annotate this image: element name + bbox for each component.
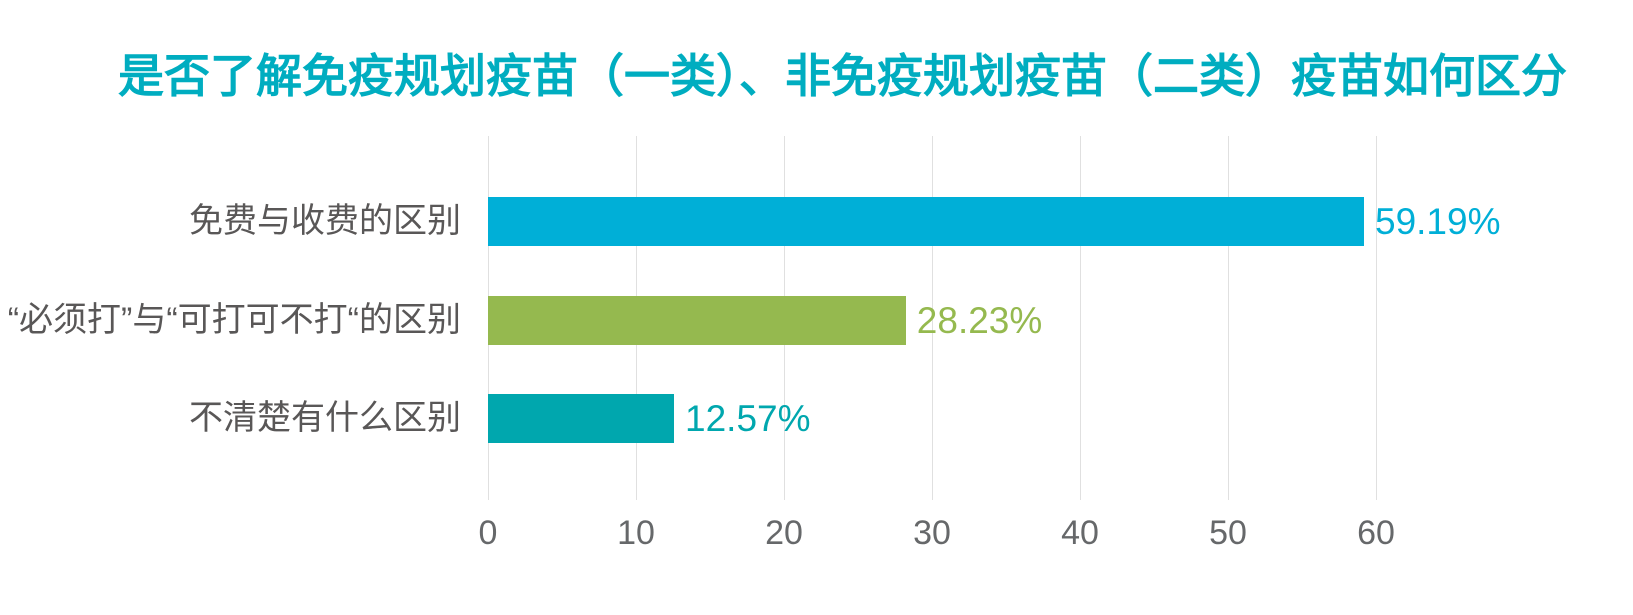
x-tick-label: 0 — [478, 514, 498, 552]
x-tick-label: 60 — [1357, 514, 1395, 552]
bar-row: 免费与收费的区别 59.19% — [0, 197, 1633, 246]
bar — [488, 296, 906, 345]
bar — [488, 197, 1364, 246]
value-label: 59.19% — [1375, 201, 1501, 242]
x-tick-label: 10 — [617, 514, 655, 552]
value-label: 28.23% — [916, 300, 1043, 341]
category-label: 不清楚有什么区别 — [189, 399, 461, 437]
x-tick-label: 40 — [1061, 514, 1099, 552]
x-tick-label: 50 — [1209, 514, 1247, 552]
gridline — [1376, 136, 1377, 500]
x-tick-label: 20 — [765, 514, 803, 552]
value-label: 12.57% — [685, 398, 811, 439]
gridline — [1228, 136, 1229, 500]
bar-row: “必须打”与“可打可不打“的区别 28.23% — [0, 296, 1633, 345]
x-tick-label: 30 — [913, 514, 951, 552]
gridline — [1080, 136, 1081, 500]
gridline — [932, 136, 933, 500]
bar — [488, 394, 675, 443]
chart-title: 是否了解免疫规划疫苗（一类）、非免疫规划疫苗（二类）疫苗如何区分 — [118, 50, 1567, 102]
bar-row: 不清楚有什么区别 12.57% — [0, 394, 1633, 443]
category-label: 免费与收费的区别 — [189, 202, 461, 240]
category-label: “必须打”与“可打可不打“的区别 — [7, 301, 461, 339]
